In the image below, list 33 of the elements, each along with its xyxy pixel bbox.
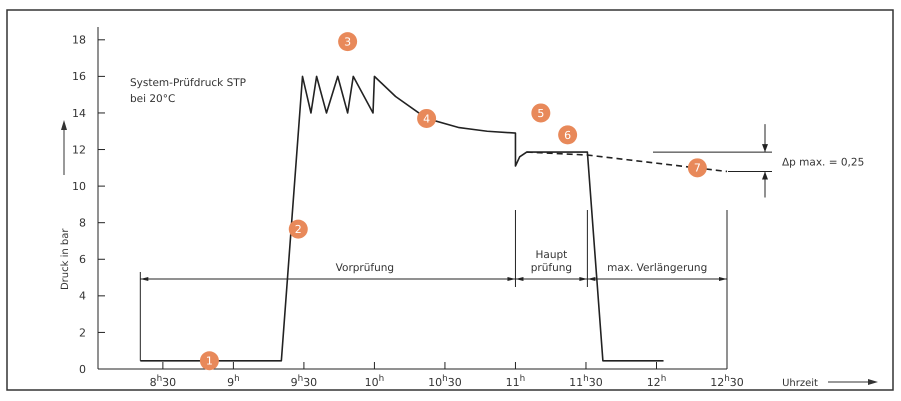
annotation: System-Prüfdruck STP bei 20°C: [130, 77, 246, 105]
y-tick-label: 12: [72, 143, 86, 156]
y-tick-label: 8: [79, 216, 86, 230]
x-axis-title: Uhrzeit: [782, 378, 818, 389]
y-tick-label: 2: [79, 326, 86, 340]
y-tick-label: 18: [72, 34, 86, 47]
annotation: 5: [537, 106, 544, 120]
y-tick-label: 4: [79, 290, 86, 303]
annotation: 2: [294, 222, 302, 236]
x-tick-label: 9$^{h}$: [227, 374, 240, 389]
text: Δp max. = 0,25: [782, 156, 864, 168]
x-tick-label: 12$^{h}$30: [710, 374, 744, 389]
y-tick-label: 16: [72, 70, 86, 84]
annotation: 4: [423, 112, 430, 126]
annotation: Vorprüfung: [336, 262, 394, 274]
y-tick-label: 0: [79, 362, 86, 376]
y-tick-label: 10: [72, 180, 86, 193]
y-tick-label: 6: [79, 253, 86, 266]
x-tick-label: 9$^{h}$30: [290, 374, 318, 389]
x-tick-label: 8$^{h}$30: [150, 374, 176, 389]
y-tick-label: 14: [72, 106, 86, 120]
x-tick-label: 11$^{h}$: [506, 374, 526, 389]
annotation: max. Verlängerung: [607, 262, 708, 274]
x-tick-label: 12$^{h}$: [646, 374, 666, 389]
annotation: 3: [344, 35, 352, 48]
x-tick-label: 11$^{h}$30: [569, 374, 603, 389]
annotation: Haupt prüfung: [530, 249, 572, 274]
x-tick-label: 10$^{h}$: [364, 374, 384, 389]
annotation: 6: [564, 128, 572, 142]
annotation: 1: [206, 354, 213, 368]
annotation: 7: [694, 162, 701, 175]
x-tick-label: 10$^{h}$30: [428, 374, 462, 389]
y-axis-title: Druck in bar: [60, 228, 71, 290]
